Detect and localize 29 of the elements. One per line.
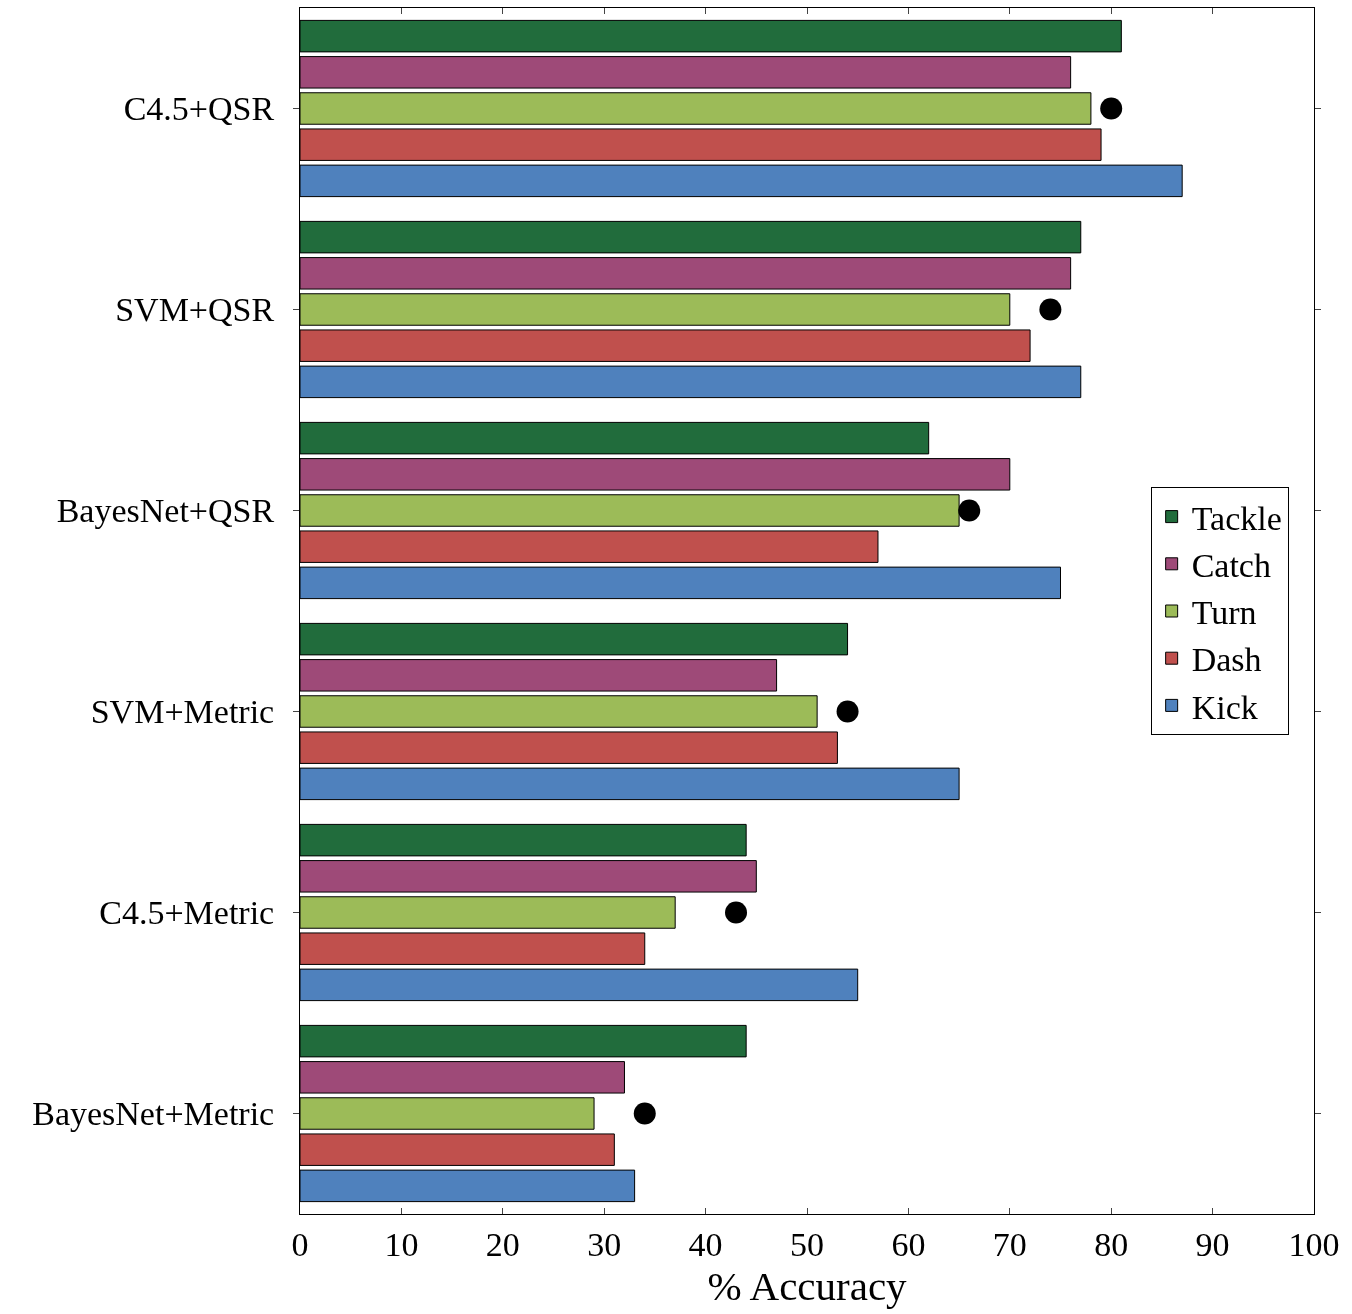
legend-label: Dash (1191, 641, 1262, 679)
y-tick-label: C4.5+QSR (123, 90, 275, 128)
x-tick-label: 80 (1094, 1225, 1129, 1263)
y-tick-label: BayesNet+Metric (32, 1095, 275, 1133)
point (836, 700, 859, 723)
y-tick-label: BayesNet+QSR (56, 492, 275, 530)
y-tick-label: C4.5+Metric (99, 894, 275, 932)
x-tick-label: 90 (1195, 1225, 1230, 1263)
x-tick-label: 20 (485, 1225, 520, 1263)
point (1100, 97, 1123, 120)
point (633, 1102, 656, 1125)
x-tick-label: 50 (790, 1225, 824, 1263)
point (1039, 298, 1062, 321)
x-tick-label: 0 (291, 1225, 309, 1263)
x-tick-label: 70 (992, 1225, 1027, 1263)
x-tick-label: 40 (688, 1225, 723, 1263)
point (958, 499, 981, 522)
point (725, 901, 748, 924)
y-tick-label: SVM+Metric (90, 693, 275, 731)
x-tick-label: 30 (587, 1225, 622, 1263)
x-tick-label: 60 (891, 1225, 926, 1263)
legend-label: Catch (1191, 547, 1271, 585)
y-tick-label: SVM+QSR (115, 291, 275, 329)
legend-label: Turn (1191, 594, 1257, 632)
x-axis-title: % Accuracy (707, 1262, 908, 1309)
x-tick-label: 100 (1288, 1225, 1340, 1263)
x-tick-label: 10 (384, 1225, 419, 1263)
legend-label: Kick (1191, 688, 1258, 726)
legend-label: Tackle (1191, 499, 1282, 537)
